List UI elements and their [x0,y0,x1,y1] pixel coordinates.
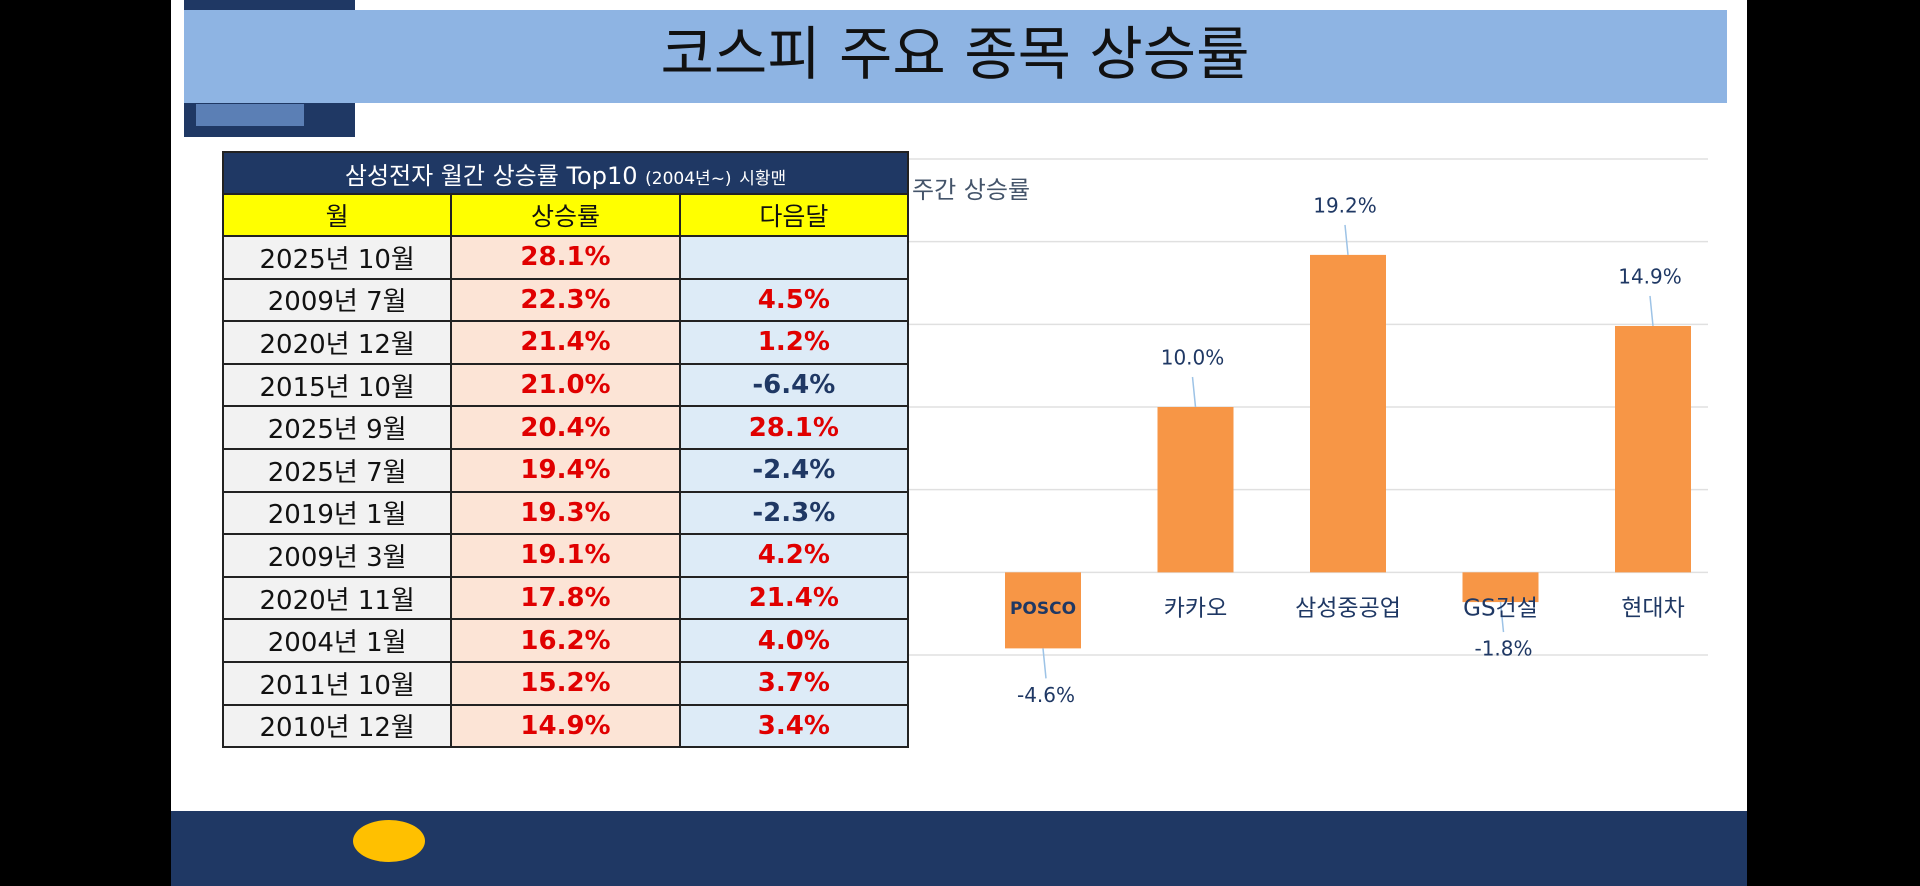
table-title: 삼성전자 월간 상승률 Top10 [344,161,638,190]
value-label: -1.8% [1474,637,1532,661]
x-tick-label: 현대차 [1621,596,1684,622]
table-row: 2020년 11월 17.8% 21.4% [221,575,910,621]
table-cell: 19.4% [450,447,681,493]
table-cell: 21.0% [450,362,681,408]
bar [1310,254,1386,573]
table-cell: 2020년 12월 [221,320,453,365]
table-cell: 2020년 11월 [221,575,453,621]
table-row: 2015년 10월 21.0% -6.4% [221,362,910,408]
value-label: 14.9% [1618,264,1682,288]
column-header: 상승률 [450,193,681,237]
table-cell: 14.9% [450,703,681,749]
table-cell: 2025년 7월 [221,447,453,493]
table-row: 2025년 7월 19.4% -2.4% [221,447,910,493]
table-cell: 4.2% [678,533,910,578]
leader-line [1649,295,1654,327]
table-cell: 2010년 12월 [221,703,453,749]
table-cell: 2004년 1월 [221,618,453,663]
column-header: 다음달 [678,193,910,237]
title-bar [184,10,1727,103]
x-tick-label: POSCO [1010,599,1076,619]
table-cell [678,235,910,280]
table-cell: 22.3% [450,277,681,323]
bar [1157,407,1234,573]
table-cell: 2025년 10월 [221,235,453,280]
header-accent [196,104,304,126]
x-tick-label: 삼성중공업 [1295,596,1401,622]
leader-line [1499,602,1505,633]
table-cell: 2009년 7월 [221,277,453,323]
table-cell: 15.2% [450,660,681,706]
table-cell: 28.1% [678,405,910,450]
table-cell: 19.3% [450,490,681,536]
x-tick-label: GS건설 [1463,596,1538,622]
table-row: 2019년 1월 19.3% -2.3% [221,490,910,536]
table-cell: 20.4% [450,405,681,450]
table-row: 2020년 12월 21.4% 1.2% [221,320,910,365]
table-cell: 3.4% [678,703,910,749]
chart: 주간 상승률 -4.6% POSCO 10.0% 카카오 19.2% 삼성중공업 -1.8%… [909,158,1708,707]
table-cell: -2.4% [678,447,910,493]
table-row: 2025년 10월 28.1% [221,235,910,280]
table-cell: 2015년 10월 [221,362,453,408]
bar [1462,572,1539,603]
leader-line [1344,224,1349,255]
table-cell: 4.5% [678,277,910,323]
table-cell: 2009년 3월 [221,533,453,578]
table-row: 2009년 7월 22.3% 4.5% [221,277,910,323]
x-tick-label: 카카오 [1164,596,1227,622]
table-cell: 2019년 1월 [221,490,453,536]
table-row: 2009년 3월 19.1% 4.2% [221,533,910,578]
table-cell: 17.8% [450,575,681,621]
slide-title: 코스피 주요 종목 상승률 [661,20,1250,88]
table-title-cell: 삼성전자 월간 상승률 Top10 (2004년~) 시황맨 [222,151,909,195]
table-cell: 21.4% [450,320,681,365]
table-cell: 16.2% [450,618,681,663]
table-source: 시황맨 [739,168,787,189]
bar [1615,325,1691,573]
table-row: 2011년 10월 15.2% 3.7% [221,660,910,706]
footer-dot [353,820,425,862]
table-row: 2010년 12월 14.9% 3.4% [221,703,910,749]
table-cell: 2025년 9월 [221,405,453,450]
table-cell: 3.7% [678,660,910,706]
table-row: 2025년 9월 20.4% 28.1% [221,405,910,450]
leader-line [1042,648,1047,679]
value-label: 10.0% [1161,346,1225,370]
bar [1005,572,1081,649]
table-cell: 2011년 10월 [221,660,453,706]
footer-band [171,811,1747,886]
table-cell: -6.4% [678,362,910,408]
table-row: 2004년 1월 16.2% 4.0% [221,618,910,663]
leader-line [1191,376,1197,408]
value-label: 19.2% [1313,193,1377,217]
column-header: 월 [221,193,453,237]
table-cell: 1.2% [678,320,910,365]
table-title-note: (2004년~) [645,168,732,189]
table-cell: 21.4% [678,575,910,621]
table-cell: 4.0% [678,618,910,663]
table-cell: 28.1% [450,235,681,280]
chart-title: 주간 상승률 [912,176,1030,204]
table-cell: 19.1% [450,533,681,578]
table-cell: -2.3% [678,490,910,536]
value-label: -4.6% [1017,683,1075,707]
data-table: 삼성전자 월간 상승률 Top10 (2004년~) 시황맨 월 상승률 다음달 2… [221,151,910,749]
